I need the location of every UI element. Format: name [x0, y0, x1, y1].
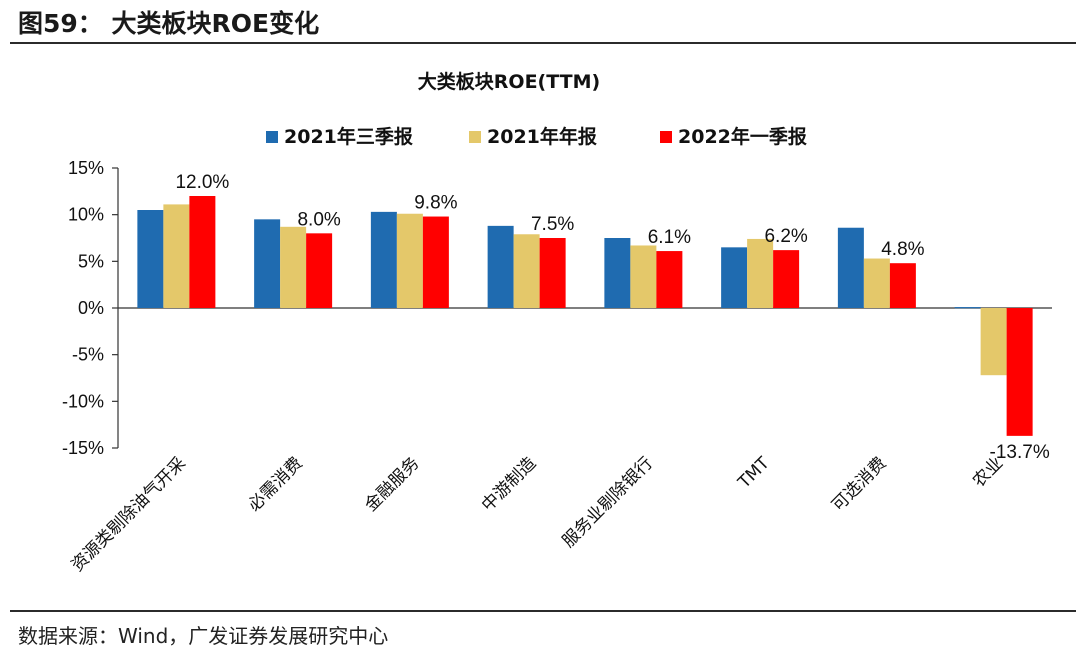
- bar: [254, 219, 281, 308]
- bar: [422, 216, 449, 308]
- legend: 2021年三季报 2021年年报 2022年一季报: [266, 125, 807, 148]
- bar: [1006, 308, 1033, 436]
- category-label: 金融服务: [361, 453, 423, 515]
- category-labels: 资源类剔除油气开采 必需消费 金融服务 中游制造 服务业剔除银行 TMT 可选消费 农业: [68, 453, 1008, 576]
- data-label: 6.2%: [764, 226, 807, 247]
- top-divider: [10, 42, 1076, 44]
- bar: [189, 196, 216, 308]
- figure-title: 图59： 大类板块ROE变化: [18, 9, 320, 38]
- legend-swatch-3: [660, 131, 672, 143]
- bar: [954, 307, 981, 309]
- y-tick-label: -15%: [62, 438, 104, 458]
- bar: [280, 226, 307, 308]
- y-tick-label: 10%: [68, 205, 104, 225]
- bar: [889, 263, 916, 308]
- bar: [539, 238, 566, 308]
- y-tick-label: -5%: [72, 345, 104, 365]
- y-tick-label: 0%: [78, 298, 104, 318]
- y-tick-label: 15%: [68, 158, 104, 178]
- bar: [163, 204, 190, 308]
- data-label: 4.8%: [881, 239, 924, 260]
- legend-label-2: 2021年年报: [487, 125, 597, 148]
- legend-swatch-1: [266, 131, 278, 143]
- bar: [604, 238, 631, 308]
- category-label: 资源类剔除油气开采: [68, 453, 190, 575]
- legend-label-1: 2021年三季报: [284, 125, 413, 148]
- figure-header: 图59： 大类板块ROE变化: [0, 0, 1080, 42]
- bar: [370, 211, 397, 308]
- category-label: 服务业剔除银行: [559, 453, 657, 551]
- bar: [837, 227, 864, 308]
- y-tick-label: -10%: [62, 391, 104, 411]
- data-label: 7.5%: [531, 214, 574, 235]
- bar: [396, 213, 423, 308]
- bar: [487, 225, 514, 308]
- bar: [306, 233, 333, 308]
- bar: [513, 234, 540, 308]
- data-label: -13.7%: [990, 442, 1050, 463]
- bottom-divider: [10, 610, 1076, 612]
- data-label: 8.0%: [297, 209, 340, 230]
- data-label: 9.8%: [414, 193, 457, 214]
- category-label: TMT: [734, 453, 774, 493]
- category-label: 中游制造: [478, 453, 540, 515]
- bar: [863, 258, 890, 308]
- data-labels: 12.0% 8.0% 9.8% 7.5% 6.1% 6.2% 4.8% -13.7%: [175, 172, 1049, 463]
- data-label: 6.1%: [648, 227, 691, 248]
- bars: [137, 196, 1033, 436]
- category-label: 必需消费: [244, 453, 306, 515]
- category-label: 可选消费: [828, 453, 890, 515]
- source-note: 数据来源：Wind，广发证券发展研究中心: [18, 624, 389, 648]
- roe-bar-chart: 大类板块ROE(TTM) 2021年三季报 2021年年报 2022年一季报 15%…: [62, 70, 1052, 576]
- legend-label-3: 2022年一季报: [678, 125, 807, 148]
- y-tick-label: 5%: [78, 251, 104, 271]
- chart-title: 大类板块ROE(TTM): [418, 70, 600, 93]
- bar: [137, 210, 164, 308]
- bar: [656, 251, 683, 308]
- bar: [721, 247, 748, 308]
- data-label: 12.0%: [175, 172, 229, 193]
- bar: [630, 245, 657, 308]
- bar: [747, 238, 774, 308]
- legend-swatch-2: [469, 131, 481, 143]
- bar: [773, 250, 800, 308]
- bar: [980, 308, 1007, 376]
